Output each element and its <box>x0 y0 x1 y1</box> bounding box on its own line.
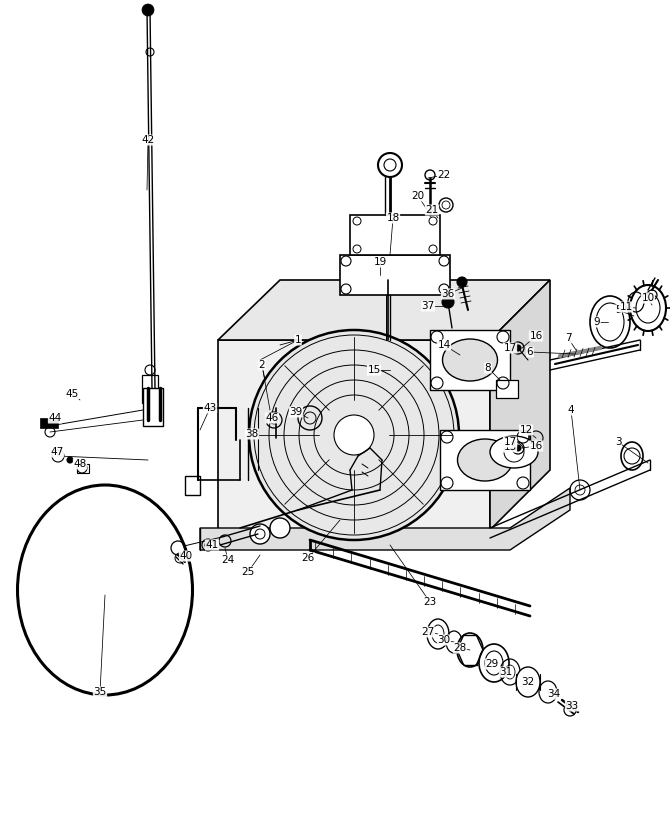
Circle shape <box>378 153 402 177</box>
Ellipse shape <box>590 296 630 348</box>
Text: 41: 41 <box>206 540 218 550</box>
Text: 22: 22 <box>438 170 451 180</box>
Text: 12: 12 <box>519 425 533 435</box>
Ellipse shape <box>490 436 538 468</box>
Polygon shape <box>218 340 490 530</box>
Text: 3: 3 <box>614 437 621 447</box>
Text: 43: 43 <box>204 403 216 413</box>
Circle shape <box>142 4 154 16</box>
Text: 29: 29 <box>485 659 498 669</box>
Text: 17: 17 <box>503 437 517 447</box>
Text: 19: 19 <box>373 257 387 267</box>
Text: 27: 27 <box>421 627 435 637</box>
Text: 47: 47 <box>50 447 64 457</box>
Text: 42: 42 <box>141 135 155 145</box>
Ellipse shape <box>427 619 449 649</box>
Bar <box>143 388 163 426</box>
Ellipse shape <box>442 339 498 381</box>
Text: 35: 35 <box>93 687 107 697</box>
Circle shape <box>67 457 73 463</box>
Circle shape <box>515 345 521 351</box>
Text: 36: 36 <box>442 289 455 299</box>
Text: 13: 13 <box>503 442 517 452</box>
Text: 16: 16 <box>529 441 543 451</box>
Text: 11: 11 <box>619 302 632 312</box>
Text: 8: 8 <box>484 363 491 373</box>
Text: 34: 34 <box>547 689 561 699</box>
Text: 26: 26 <box>302 553 315 563</box>
Polygon shape <box>340 255 450 295</box>
Text: 46: 46 <box>265 413 279 423</box>
Text: 31: 31 <box>499 667 513 677</box>
Text: 28: 28 <box>454 643 466 653</box>
Polygon shape <box>200 488 570 550</box>
Polygon shape <box>440 430 530 490</box>
Bar <box>496 380 518 398</box>
Text: 7: 7 <box>565 333 572 343</box>
Text: 30: 30 <box>438 635 450 645</box>
Polygon shape <box>490 280 550 530</box>
Text: 9: 9 <box>594 317 600 327</box>
Polygon shape <box>218 280 550 340</box>
Text: 10: 10 <box>641 293 655 303</box>
Text: 20: 20 <box>411 191 425 201</box>
Text: 44: 44 <box>48 413 62 423</box>
Ellipse shape <box>630 285 666 331</box>
Circle shape <box>334 415 374 455</box>
Circle shape <box>205 542 211 548</box>
Ellipse shape <box>516 667 540 697</box>
Text: 45: 45 <box>66 389 78 399</box>
Ellipse shape <box>621 442 643 470</box>
Text: 23: 23 <box>423 597 437 607</box>
Text: 48: 48 <box>74 459 86 469</box>
Text: 1: 1 <box>295 335 302 345</box>
Text: 25: 25 <box>241 567 255 577</box>
Bar <box>142 375 158 403</box>
Text: 16: 16 <box>529 331 543 341</box>
Bar <box>40 418 58 428</box>
Text: 17: 17 <box>503 343 517 353</box>
Ellipse shape <box>458 439 513 481</box>
Text: 21: 21 <box>425 205 439 215</box>
Ellipse shape <box>479 644 509 682</box>
Text: 38: 38 <box>245 429 259 439</box>
Polygon shape <box>430 330 510 390</box>
Text: 14: 14 <box>438 340 451 350</box>
Circle shape <box>442 296 454 308</box>
Circle shape <box>270 518 290 538</box>
Ellipse shape <box>249 330 459 540</box>
Ellipse shape <box>457 633 483 667</box>
Text: 18: 18 <box>387 213 399 223</box>
Text: 15: 15 <box>367 365 381 375</box>
Text: 6: 6 <box>527 347 533 357</box>
Circle shape <box>457 277 467 287</box>
Text: 2: 2 <box>259 360 265 370</box>
Polygon shape <box>350 215 440 255</box>
Circle shape <box>515 445 521 451</box>
Bar <box>77 464 89 473</box>
Text: 40: 40 <box>180 551 192 561</box>
Text: 4: 4 <box>567 405 574 415</box>
Text: 5: 5 <box>614 305 621 315</box>
Text: 33: 33 <box>565 701 579 711</box>
Circle shape <box>250 524 270 544</box>
Text: 37: 37 <box>421 301 435 311</box>
Text: 24: 24 <box>221 555 234 565</box>
Text: 39: 39 <box>289 407 303 417</box>
Text: 32: 32 <box>521 677 535 687</box>
